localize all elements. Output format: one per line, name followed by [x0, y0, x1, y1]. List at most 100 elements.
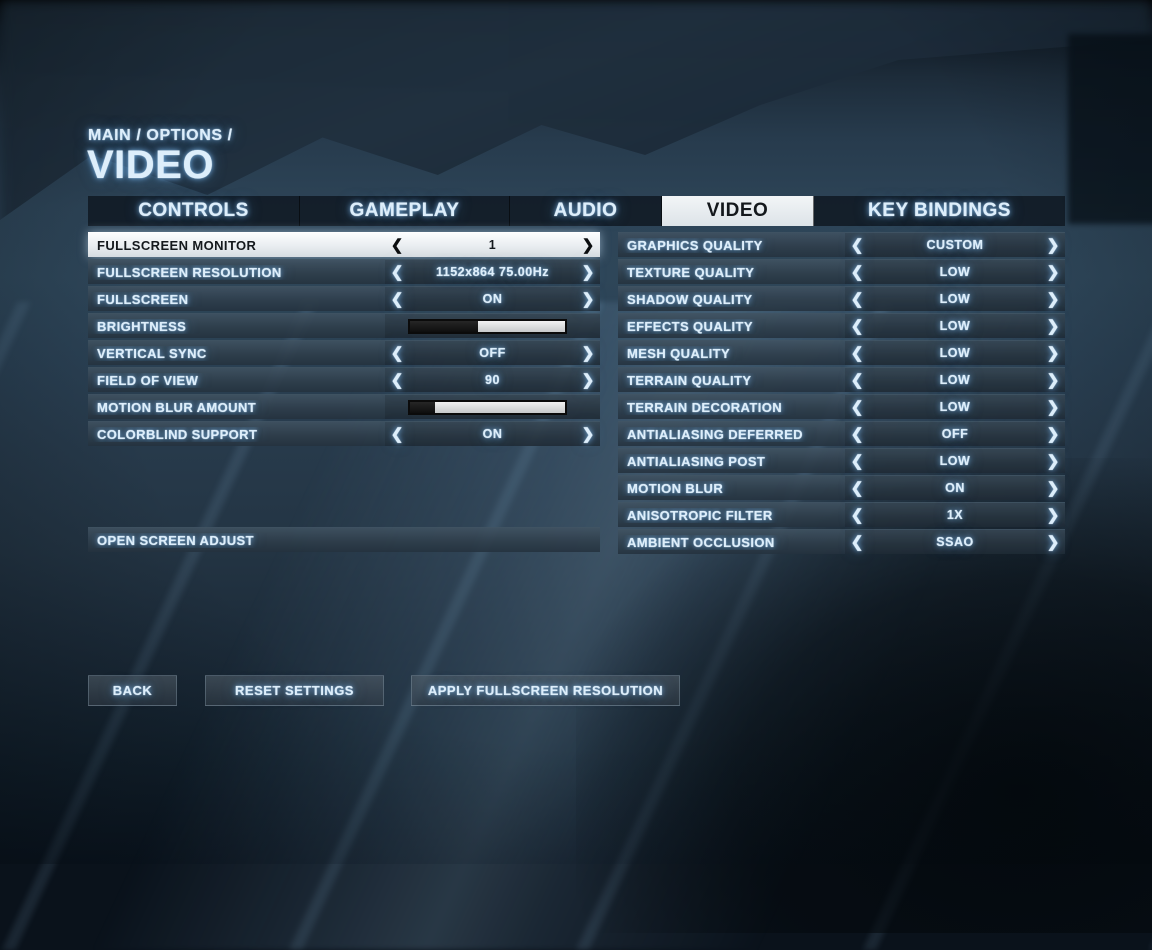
motion-blur-amount-slider-fill: [410, 401, 435, 413]
setting-label: TERRAIN DECORATION: [627, 399, 783, 415]
chevron-right-icon[interactable]: ❯: [1046, 479, 1060, 497]
setting-row-terrain-quality[interactable]: TERRAIN QUALITY ❮ LOW ❯: [618, 367, 1065, 392]
tab-video[interactable]: VIDEO: [662, 196, 814, 226]
setting-label: ANTIALIASING POST: [627, 453, 766, 469]
setting-label: MESH QUALITY: [627, 345, 731, 361]
tab-audio[interactable]: AUDIO: [510, 196, 662, 226]
setting-row-vertical-sync[interactable]: VERTICAL SYNC ❮ OFF ❯: [88, 340, 600, 365]
chevron-left-icon[interactable]: ❮: [390, 371, 404, 389]
chevron-right-icon[interactable]: ❯: [1046, 344, 1060, 362]
setting-row-shadow-quality[interactable]: SHADOW QUALITY ❮ LOW ❯: [618, 286, 1065, 311]
setting-row-motion-blur[interactable]: MOTION BLUR ❮ ON ❯: [618, 475, 1065, 500]
motion-blur-amount-slider[interactable]: [408, 399, 567, 415]
chevron-left-icon[interactable]: ❮: [850, 425, 864, 443]
tab-controls[interactable]: CONTROLS: [88, 196, 300, 226]
setting-label: MOTION BLUR AMOUNT: [97, 399, 257, 415]
setting-row-field-of-view[interactable]: FIELD OF VIEW ❮ 90 ❯: [88, 367, 600, 392]
reset-settings-button[interactable]: RESET SETTINGS: [205, 675, 384, 706]
chevron-left-icon[interactable]: ❮: [850, 398, 864, 416]
setting-row-terrain-decoration[interactable]: TERRAIN DECORATION ❮ LOW ❯: [618, 394, 1065, 419]
breadcrumb[interactable]: MAIN / OPTIONS /: [88, 127, 233, 144]
setting-row-antialiasing-post[interactable]: ANTIALIASING POST ❮ LOW ❯: [618, 448, 1065, 473]
setting-label: ANISOTROPIC FILTER: [627, 507, 773, 523]
chevron-left-icon[interactable]: ❮: [390, 236, 404, 254]
chevron-left-icon[interactable]: ❮: [390, 263, 404, 281]
setting-row-effects-quality[interactable]: EFFECTS QUALITY ❮ LOW ❯: [618, 313, 1065, 338]
chevron-right-icon[interactable]: ❯: [581, 425, 595, 443]
setting-row-ambient-occlusion[interactable]: AMBIENT OCCLUSION ❮ SSAO ❯: [618, 529, 1065, 554]
chevron-right-icon[interactable]: ❯: [1046, 317, 1060, 335]
open-screen-adjust-button[interactable]: OPEN SCREEN ADJUST: [88, 527, 600, 552]
tab-gameplay[interactable]: GAMEPLAY: [300, 196, 510, 226]
chevron-left-icon[interactable]: ❮: [850, 506, 864, 524]
chevron-left-icon[interactable]: ❮: [850, 452, 864, 470]
chevron-left-icon[interactable]: ❮: [850, 290, 864, 308]
setting-value: ON: [482, 427, 503, 441]
chevron-left-icon[interactable]: ❮: [850, 236, 864, 254]
footer-button-bar: BACK RESET SETTINGS APPLY FULLSCREEN RES…: [88, 675, 680, 706]
chevron-right-icon[interactable]: ❯: [1046, 263, 1060, 281]
setting-row-mesh-quality[interactable]: MESH QUALITY ❮ LOW ❯: [618, 340, 1065, 365]
setting-row-fullscreen[interactable]: FULLSCREEN ❮ ON ❯: [88, 286, 600, 311]
slider-container: [385, 395, 600, 419]
chevron-left-icon[interactable]: ❮: [390, 290, 404, 308]
setting-row-fullscreen-monitor[interactable]: FULLSCREEN MONITOR ❮ 1 ❯: [88, 232, 600, 257]
chevron-left-icon[interactable]: ❮: [850, 344, 864, 362]
chevron-left-icon[interactable]: ❮: [850, 479, 864, 497]
chevron-right-icon[interactable]: ❯: [1046, 290, 1060, 308]
value-selector: ❮ CUSTOM ❯: [845, 233, 1065, 257]
chevron-right-icon[interactable]: ❯: [581, 290, 595, 308]
setting-row-antialiasing-deferred[interactable]: ANTIALIASING DEFERRED ❮ OFF ❯: [618, 421, 1065, 446]
chevron-left-icon[interactable]: ❮: [390, 425, 404, 443]
setting-value: LOW: [939, 400, 971, 414]
value-selector: ❮ LOW ❯: [845, 287, 1065, 311]
value-selector: ❮ OFF ❯: [845, 422, 1065, 446]
value-selector: ❮ ON ❯: [385, 422, 600, 446]
chevron-left-icon[interactable]: ❮: [390, 344, 404, 362]
value-selector: ❮ 1152x864 75.00Hz ❯: [385, 260, 600, 284]
chevron-right-icon[interactable]: ❯: [581, 344, 595, 362]
chevron-right-icon[interactable]: ❯: [1046, 506, 1060, 524]
chevron-right-icon[interactable]: ❯: [1046, 236, 1060, 254]
setting-label: FIELD OF VIEW: [97, 372, 199, 388]
setting-value: LOW: [939, 265, 971, 279]
page-title: VIDEO: [87, 143, 214, 187]
setting-row-colorblind-support[interactable]: COLORBLIND SUPPORT ❮ ON ❯: [88, 421, 600, 446]
setting-row-texture-quality[interactable]: TEXTURE QUALITY ❮ LOW ❯: [618, 259, 1065, 284]
setting-value: ON: [945, 481, 965, 495]
setting-row-brightness[interactable]: BRIGHTNESS: [88, 313, 600, 338]
chevron-left-icon[interactable]: ❮: [850, 533, 864, 551]
chevron-right-icon[interactable]: ❯: [1046, 371, 1060, 389]
setting-row-fullscreen-resolution[interactable]: FULLSCREEN RESOLUTION ❮ 1152x864 75.00Hz…: [88, 259, 600, 284]
setting-row-anisotropic-filter[interactable]: ANISOTROPIC FILTER ❮ 1X ❯: [618, 502, 1065, 527]
value-selector: ❮ 90 ❯: [385, 368, 600, 392]
chevron-right-icon[interactable]: ❯: [581, 371, 595, 389]
tab-key-bindings[interactable]: KEY BINDINGS: [814, 196, 1065, 226]
chevron-right-icon[interactable]: ❯: [581, 236, 595, 254]
setting-row-motion-blur-amount[interactable]: MOTION BLUR AMOUNT: [88, 394, 600, 419]
chevron-right-icon[interactable]: ❯: [1046, 398, 1060, 416]
setting-value: SSAO: [936, 535, 974, 549]
chevron-right-icon[interactable]: ❯: [581, 263, 595, 281]
brightness-slider[interactable]: [408, 318, 567, 334]
background-building-silhouette: [1068, 34, 1152, 224]
apply-fullscreen-resolution-button[interactable]: APPLY FULLSCREEN RESOLUTION: [411, 675, 680, 706]
chevron-right-icon[interactable]: ❯: [1046, 533, 1060, 551]
options-tab-bar: CONTROLS GAMEPLAY AUDIO VIDEO KEY BINDIN…: [88, 196, 1065, 226]
chevron-right-icon[interactable]: ❯: [1046, 452, 1060, 470]
setting-value: OFF: [941, 427, 969, 441]
value-selector: ❮ ON ❯: [845, 476, 1065, 500]
setting-label: FULLSCREEN MONITOR: [97, 237, 257, 253]
setting-value: 1: [488, 238, 497, 252]
value-selector: ❮ LOW ❯: [845, 260, 1065, 284]
brightness-slider-fill: [410, 320, 479, 332]
setting-row-graphics-quality[interactable]: GRAPHICS QUALITY ❮ CUSTOM ❯: [618, 232, 1065, 257]
chevron-left-icon[interactable]: ❮: [850, 317, 864, 335]
back-button[interactable]: BACK: [88, 675, 177, 706]
setting-value: OFF: [479, 346, 506, 360]
chevron-left-icon[interactable]: ❮: [850, 263, 864, 281]
chevron-right-icon[interactable]: ❯: [1046, 425, 1060, 443]
setting-value: LOW: [939, 454, 971, 468]
setting-label: EFFECTS QUALITY: [627, 318, 753, 334]
chevron-left-icon[interactable]: ❮: [850, 371, 864, 389]
